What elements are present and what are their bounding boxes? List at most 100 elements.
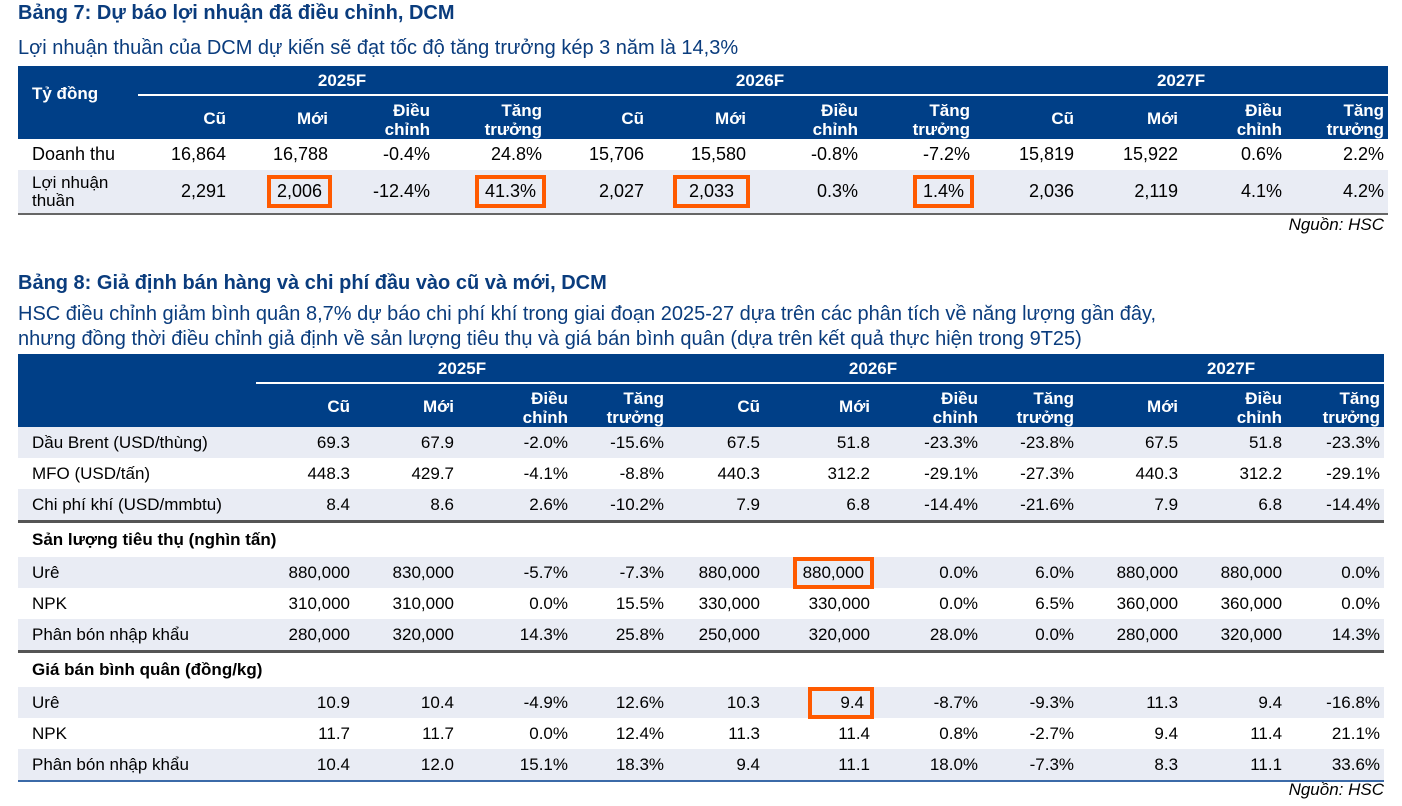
table-row: Chi phí khí (USD/mmbtu) 8.4 8.6 2.6% -10…: [18, 489, 1385, 522]
cell: 448.3: [307, 463, 350, 483]
col-growth: Tăng trưởng: [912, 101, 971, 139]
cell: 4.1%: [1241, 181, 1283, 201]
col-old: Cũ: [203, 109, 226, 128]
year-header-2025: 2025F: [138, 66, 547, 96]
cell: 10.4: [420, 692, 454, 712]
cell: 830,000: [392, 562, 454, 582]
unit-label: Tỷ đồng: [32, 84, 99, 103]
cell: 11.3: [1146, 692, 1179, 712]
col-new: Mới: [1147, 397, 1179, 416]
year-header-2026: 2026F: [546, 66, 975, 96]
cell: -4.1%: [523, 463, 568, 483]
cell: 9.4: [1154, 723, 1179, 743]
cell: -4.9%: [523, 692, 568, 712]
cell: 440.3: [717, 463, 761, 483]
cell: 14.3%: [519, 624, 568, 644]
cell: 360,000: [1116, 593, 1179, 613]
col-growth: Tăng trưởng: [1016, 389, 1075, 427]
col-adjustment: Điều chỉnh: [1236, 101, 1283, 139]
cell: 16,788: [272, 144, 328, 164]
cell: -7.3%: [1029, 754, 1075, 774]
table-row: Lợi nhuận thuần 2,291 2,006 -12.4% 41.3% …: [18, 170, 1389, 214]
cell: 10.9: [316, 692, 350, 712]
highlight-box: 880,000: [792, 556, 875, 589]
year-header-2027: 2027F: [974, 66, 1389, 96]
cell: 9.4: [1258, 692, 1283, 712]
row-label: Phân bón nhập khẩu: [32, 754, 189, 774]
cell: 24.8%: [490, 144, 543, 164]
cell: 312.2: [1239, 463, 1283, 483]
cell: 280,000: [288, 624, 350, 644]
cell: 15,922: [1122, 144, 1179, 164]
cell: 7.9: [736, 494, 761, 514]
col-adjustment: Điều chỉnh: [932, 389, 979, 427]
cell: 16,864: [170, 144, 226, 164]
cell: 330,000: [808, 593, 871, 613]
table-row: Urê 880,000 830,000 -5.7% -7.3% 880,000 …: [18, 556, 1385, 589]
cell: 310,000: [288, 593, 350, 613]
cell: 15.1%: [519, 754, 568, 774]
table8-subtitle-line2: nhưng đồng thời điều chỉnh giả định về s…: [18, 328, 1082, 350]
cell: 4.2%: [1343, 181, 1385, 201]
cell: 15,706: [588, 144, 645, 164]
cell: -8.8%: [619, 463, 665, 483]
table8-year-header: 2025F 2026F 2027F: [18, 354, 1385, 384]
cell: 6.8: [1258, 494, 1283, 514]
cell: 14.3%: [1331, 624, 1381, 644]
table-row: MFO (USD/tấn) 448.3 429.7 -4.1% -8.8% 44…: [18, 458, 1384, 489]
cell: 2,291: [180, 181, 226, 201]
table7: Tỷ đồng 2025F 2026F 2027F Cũ Mới Điều chỉ…: [18, 66, 1389, 215]
year-header-2025: 2025F: [256, 354, 669, 384]
cell: 880,000: [1220, 562, 1283, 582]
cell: 320,000: [392, 624, 454, 644]
cell-highlighted: 1.4%: [862, 170, 975, 214]
table-row: Phân bón nhập khẩu 10.4 12.0 15.1% 18.3%…: [18, 749, 1385, 781]
cell: -29.1%: [1326, 463, 1381, 483]
cell: -8.7%: [933, 692, 979, 712]
cell: 7.9: [1154, 494, 1179, 514]
cell: 11.4: [1250, 723, 1283, 743]
cell: -2.0%: [523, 432, 568, 452]
cell: 15,580: [690, 144, 747, 164]
cell: 8.3: [1154, 754, 1179, 774]
row-label: Urê: [32, 562, 60, 582]
cell: 320,000: [1220, 624, 1283, 644]
row-label: Phân bón nhập khẩu: [32, 624, 189, 644]
cell: 2,036: [1028, 181, 1075, 201]
cell: 15,819: [1018, 144, 1075, 164]
cell: 12.4%: [615, 723, 665, 743]
col-growth: Tăng trưởng: [484, 101, 543, 139]
cell: 11.1: [1250, 754, 1283, 774]
cell: 9.4: [736, 754, 761, 774]
highlight-box: 9.4: [808, 686, 874, 719]
year-header-2026: 2026F: [668, 354, 1079, 384]
cell: -27.3%: [1020, 463, 1075, 483]
table7-subtitle: Lợi nhuận thuần của DCM dự kiến sẽ đạt t…: [18, 37, 739, 59]
col-adjustment: Điều chỉnh: [812, 101, 859, 139]
col-adjustment: Điều chỉnh: [384, 101, 430, 139]
col-adjustment: Điều chỉnh: [522, 389, 568, 427]
cell: 0.0%: [939, 593, 979, 613]
col-new: Mới: [839, 397, 871, 416]
highlight-box: 2,033: [672, 175, 751, 208]
cell-highlighted: 2,033: [648, 170, 751, 214]
cell: 312.2: [827, 463, 871, 483]
table7-title: Bảng 7: Dự báo lợi nhuận đã điều chỉnh, …: [18, 2, 455, 24]
table-row: Dầu Brent (USD/thùng) 69.3 67.9 -2.0% -1…: [18, 427, 1385, 458]
col-adjustment: Điều chỉnh: [1236, 389, 1283, 427]
row-label: Lợi nhuận thuần: [32, 172, 109, 210]
cell: 67.5: [726, 432, 761, 452]
cell: 0.0%: [1341, 562, 1381, 582]
cell: 2,027: [598, 181, 645, 201]
cell: 28.0%: [929, 624, 979, 644]
cell: 250,000: [698, 624, 761, 644]
cell: 67.9: [420, 432, 454, 452]
cell: 11.7: [422, 723, 454, 743]
row-label: Chi phí khí (USD/mmbtu): [32, 494, 222, 514]
table7-year-header: Tỷ đồng 2025F 2026F 2027F: [18, 66, 1389, 103]
cell: 69.3: [316, 432, 350, 452]
cell: 360,000: [1220, 593, 1283, 613]
row-label: NPK: [32, 593, 67, 613]
cell: -15.6%: [610, 432, 665, 452]
section-title: Sản lượng tiêu thụ (nghìn tấn): [32, 530, 277, 549]
